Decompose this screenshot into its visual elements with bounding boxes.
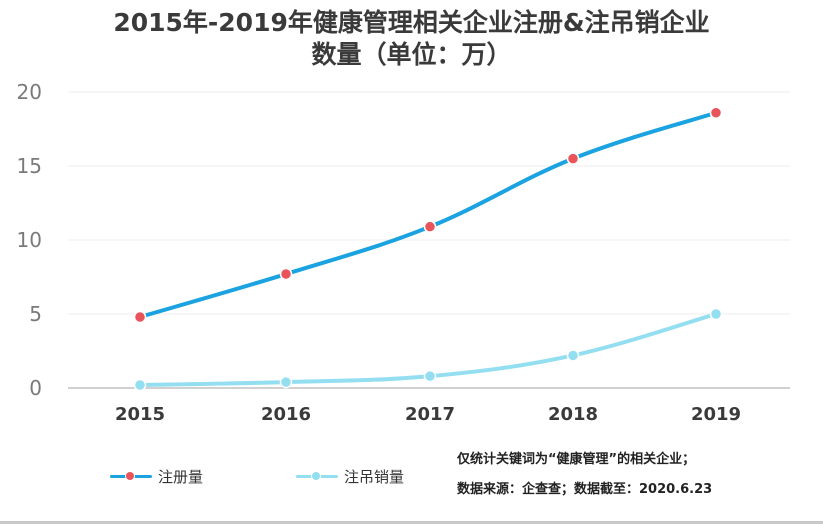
data-point bbox=[423, 220, 437, 233]
y-tick-label: 0 bbox=[29, 376, 42, 400]
data-point bbox=[566, 152, 580, 165]
series-line-0 bbox=[138, 110, 718, 319]
y-tick-label: 5 bbox=[29, 302, 42, 326]
chart-subtitle: 数量（单位：万） bbox=[311, 40, 512, 69]
legend-label: 注册量 bbox=[158, 467, 204, 486]
legend-item-cancellations: 注吊销量 bbox=[296, 465, 404, 487]
data-point bbox=[423, 369, 437, 383]
footnote-source: 数据来源：企查查；数据截至：2020.6.23 bbox=[457, 482, 713, 497]
data-point bbox=[566, 349, 580, 362]
chart-title: 2015年-2019年健康管理相关企业注册&注吊销企业 bbox=[113, 8, 710, 37]
y-tick-label: 15 bbox=[17, 154, 42, 178]
data-point bbox=[133, 378, 147, 392]
data-point bbox=[709, 307, 723, 321]
data-point bbox=[133, 310, 147, 324]
legend-swatch bbox=[110, 471, 152, 481]
x-tick-label: 2016 bbox=[261, 404, 311, 425]
data-point bbox=[709, 106, 723, 119]
legend-swatch bbox=[296, 471, 338, 481]
x-tick-label: 2015 bbox=[115, 404, 165, 425]
x-tick-label: 2018 bbox=[548, 404, 598, 425]
legend-marker bbox=[125, 471, 135, 481]
legend-marker bbox=[311, 471, 321, 481]
footnote-scope: 仅统计关键词为“健康管理”的相关企业； bbox=[457, 452, 696, 467]
x-tick-label: 2017 bbox=[405, 404, 455, 425]
y-tick-label: 10 bbox=[17, 228, 42, 252]
x-tick-label: 2019 bbox=[691, 404, 741, 425]
y-tick-label: 20 bbox=[17, 80, 42, 104]
bottom-divider bbox=[0, 521, 823, 524]
legend-label: 注吊销量 bbox=[344, 467, 405, 486]
data-point bbox=[279, 267, 293, 281]
legend-item-registrations: 注册量 bbox=[110, 465, 203, 487]
data-point bbox=[279, 375, 293, 389]
